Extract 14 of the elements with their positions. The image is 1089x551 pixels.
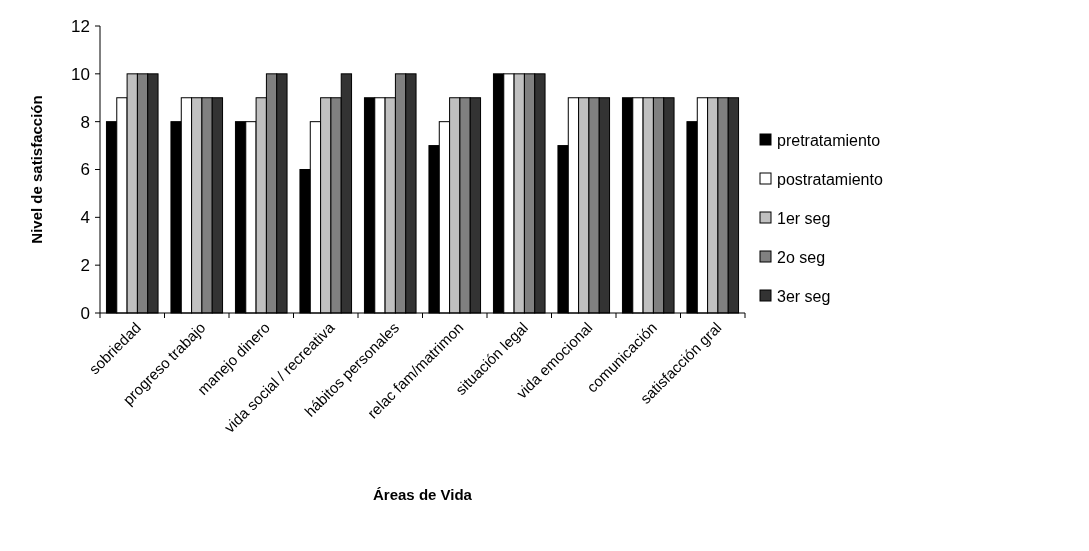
legend-label: pretratamiento (777, 131, 881, 149)
y-axis-title: Nivel de satisfacción (28, 95, 45, 244)
y-tick-label: 2 (80, 256, 90, 276)
y-tick-label: 4 (80, 208, 90, 228)
x-axis-title: Áreas de Vida (373, 486, 473, 503)
legend-label: 3er seg (777, 287, 831, 305)
legend-label: 1er seg (777, 209, 831, 227)
y-tick-label: 12 (71, 16, 90, 36)
y-tick-label: 0 (80, 303, 90, 323)
y-tick-label: 6 (80, 160, 90, 180)
y-tick-label: 10 (71, 64, 90, 84)
legend-label: postratamiento (777, 170, 883, 188)
legend-label: 2o seg (777, 248, 826, 266)
y-tick-label: 8 (80, 112, 90, 132)
